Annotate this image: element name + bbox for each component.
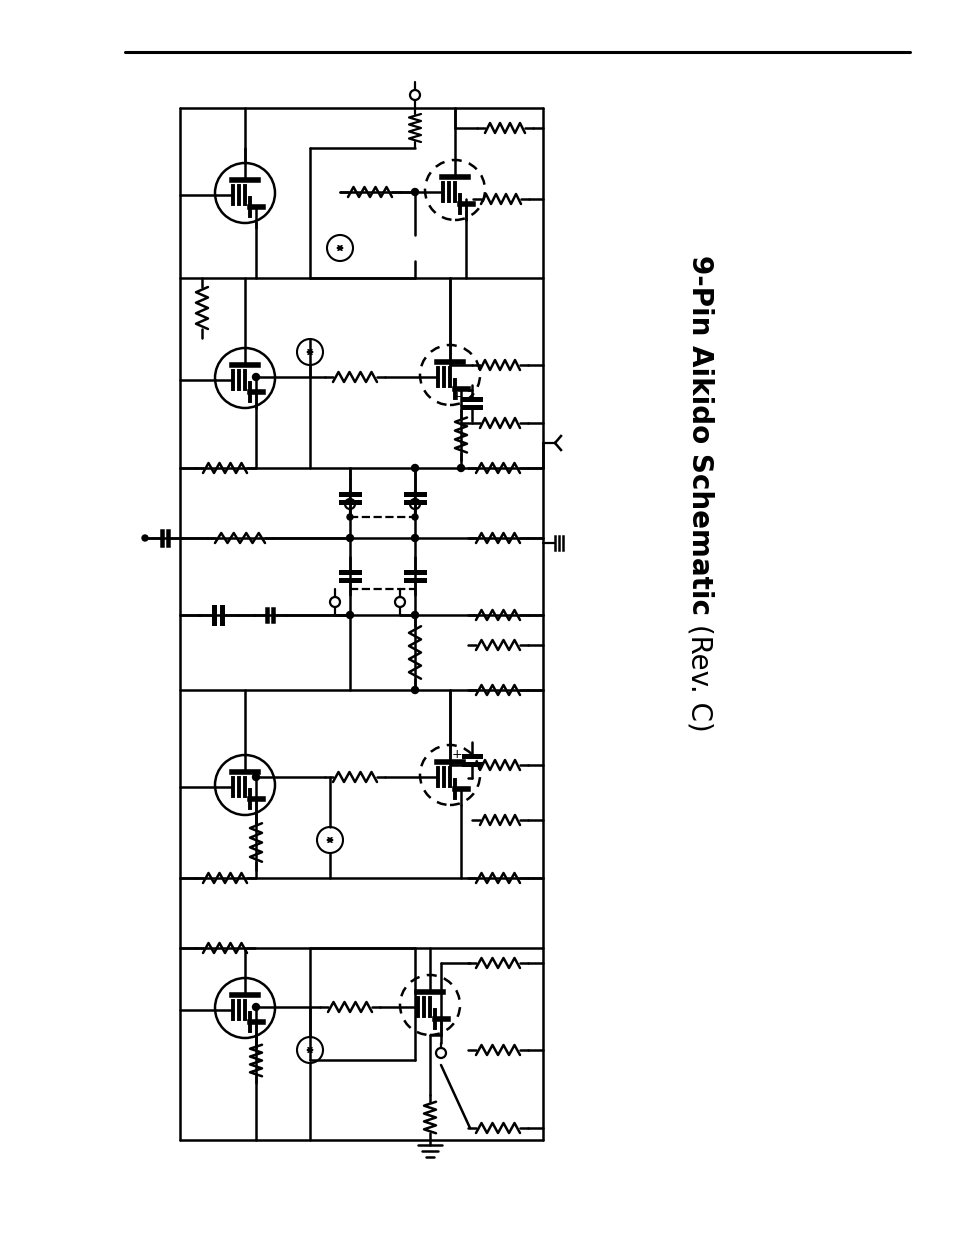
Circle shape bbox=[253, 373, 259, 380]
Circle shape bbox=[411, 687, 418, 694]
Circle shape bbox=[346, 611, 354, 619]
Circle shape bbox=[253, 1004, 259, 1010]
Circle shape bbox=[411, 189, 418, 195]
Text: +: + bbox=[451, 747, 462, 761]
Circle shape bbox=[411, 464, 418, 472]
Circle shape bbox=[411, 535, 418, 541]
Circle shape bbox=[346, 535, 354, 541]
Circle shape bbox=[142, 535, 148, 541]
Text: 9-Pin Aikido Schematic: 9-Pin Aikido Schematic bbox=[685, 254, 713, 615]
Text: (Rev. C): (Rev. C) bbox=[685, 615, 713, 732]
Circle shape bbox=[411, 611, 418, 619]
Text: +: + bbox=[451, 390, 462, 404]
Circle shape bbox=[253, 773, 259, 781]
Circle shape bbox=[457, 464, 464, 472]
Circle shape bbox=[347, 514, 353, 520]
Circle shape bbox=[412, 514, 417, 520]
